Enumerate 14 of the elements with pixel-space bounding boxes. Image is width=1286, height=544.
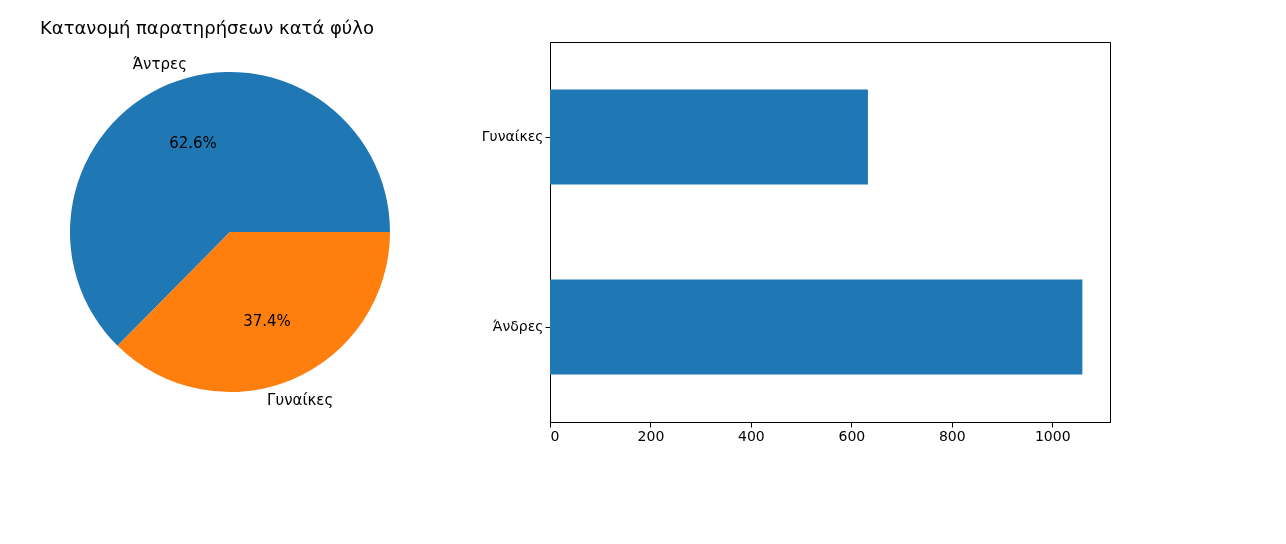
pie-slice	[70, 72, 390, 346]
x-tick-label: 600	[838, 427, 866, 444]
x-tick-label: 200	[637, 427, 665, 444]
x-tick-label: 0	[550, 427, 560, 444]
y-tick-label: Άνδρες	[492, 318, 544, 334]
data-label: 37.4%	[243, 311, 291, 330]
x-tick-label: 800	[938, 427, 966, 444]
slice-label: Άντρες	[132, 55, 187, 74]
data-label: 62.6%	[169, 134, 217, 153]
x-tick-label: 1000	[1034, 427, 1071, 444]
x-tick-label: 400	[738, 427, 765, 444]
pie-slice	[117, 232, 390, 392]
slice-label: Γυναίκες	[267, 390, 334, 409]
chart-title: Κατανομή παρατηρήσεων κατά φύλο	[40, 17, 374, 38]
